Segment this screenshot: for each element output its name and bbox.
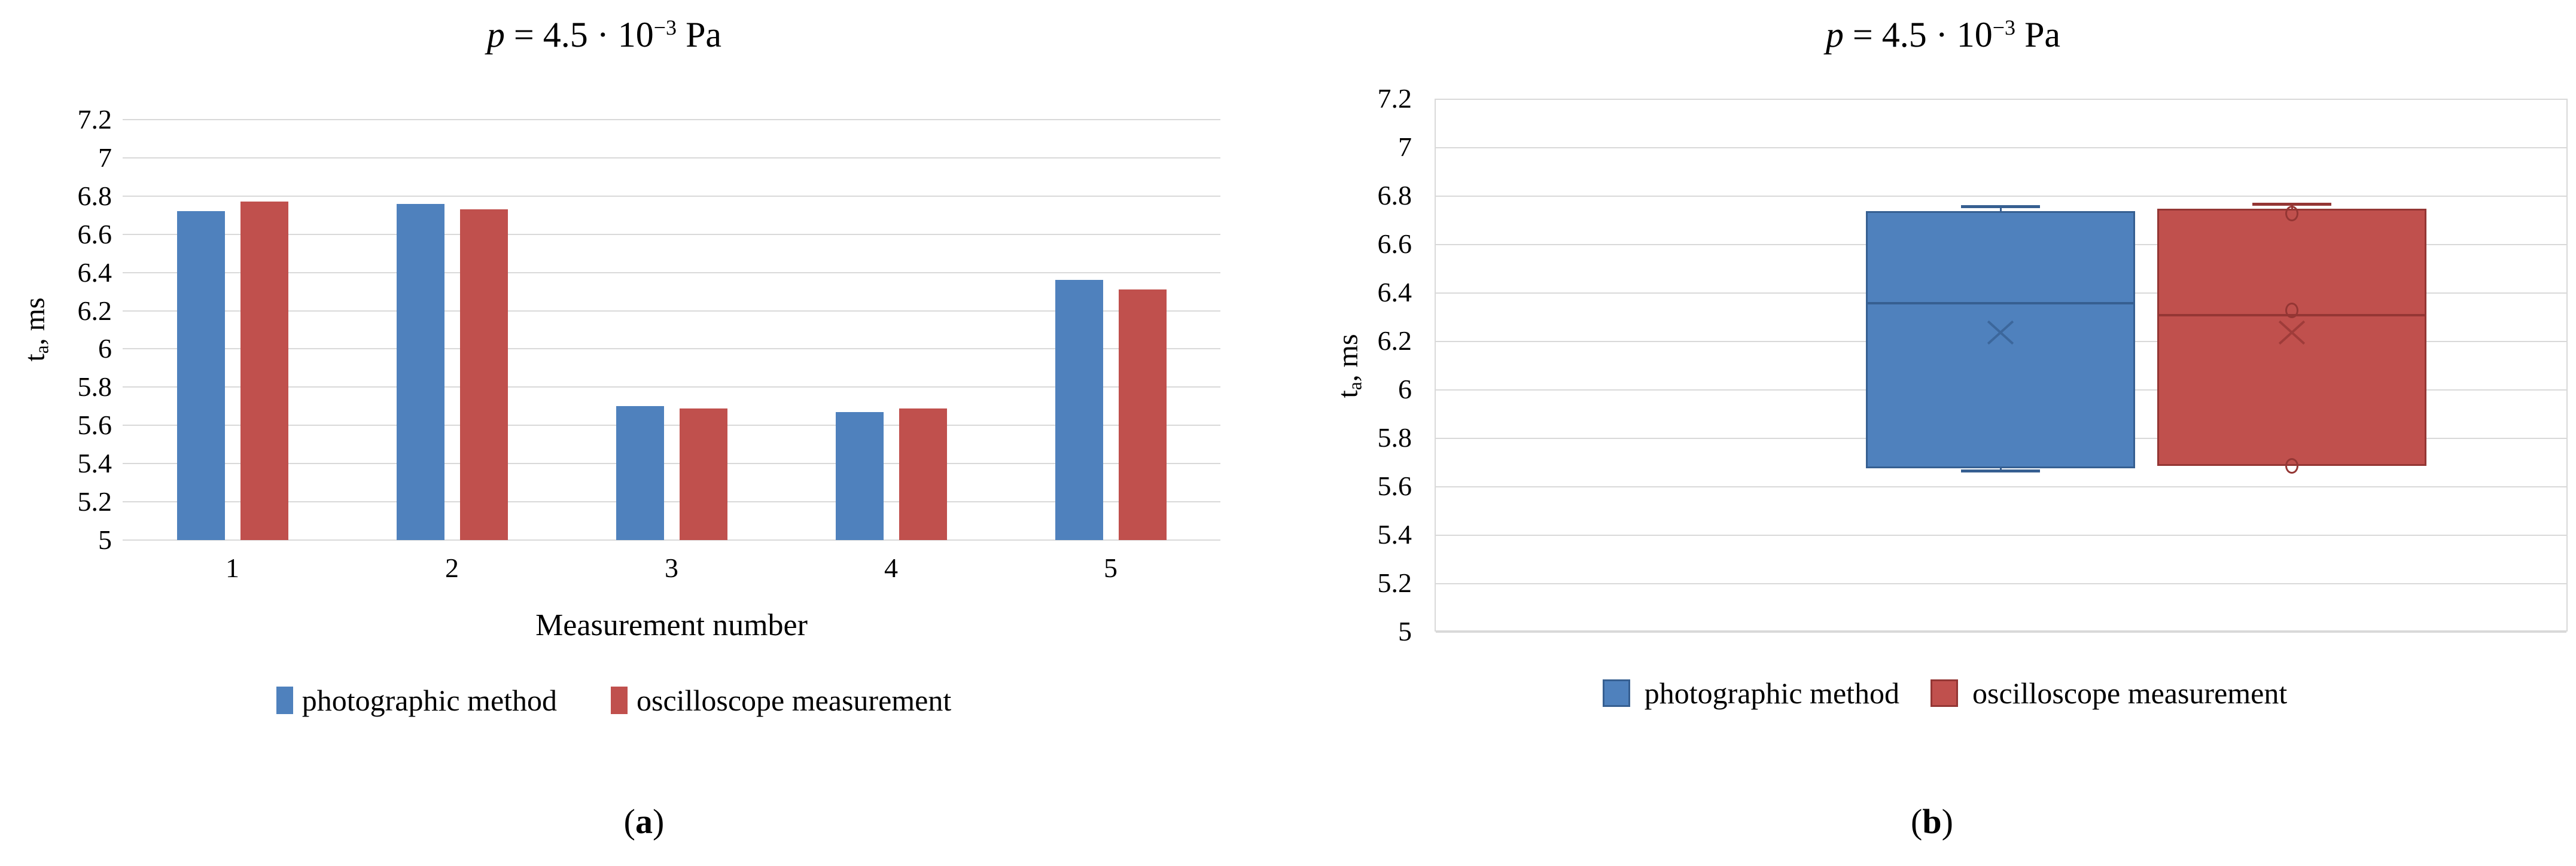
bar [396,203,444,540]
caption-letter: a [635,802,653,841]
caption-paren-open: ( [623,802,635,841]
legend-b: photographic method oscilloscope measure… [1314,678,2576,708]
bar [1055,280,1103,540]
y-axis-title-b: ta, ms [1332,334,1366,398]
legend-swatch-red [1931,679,1959,707]
gridline [123,310,1220,312]
legend-item-photographic: photographic method [276,685,557,715]
whisker-line [1999,468,2002,471]
box [2157,209,2426,466]
legend-item-oscilloscope: oscilloscope measurement [611,685,951,715]
y-axis-title-base: t [1332,390,1364,398]
legend-item-oscilloscope: oscilloscope measurement [1931,678,2287,708]
y-axis-title-a: ta, ms [19,297,53,362]
gridline [1436,632,2566,633]
box-plot-area [1435,99,2568,633]
caption-a: (a) [0,801,1288,841]
gridline [123,463,1220,465]
subfigure-b: p = 4.5 · 10−3 Pa ta, ms 7.2 7 6.8 6.6 6.4 6.… [1288,0,2576,866]
gridline [1436,535,2566,536]
gridline [1436,486,2566,487]
whisker-line [1999,206,2002,212]
data-point-circle [2285,458,2298,474]
gridline [123,501,1220,503]
legend-label: photographic method [302,684,558,717]
legend-item-photographic: photographic method [1602,676,1900,710]
legend-label: oscilloscope measurement [637,684,952,717]
y-axis-title-subscript: a [31,345,53,354]
bar-chart-plot-area [123,119,1220,541]
bar [899,408,947,540]
y-axis-title-unit: , ms [19,297,51,346]
bar [240,202,288,540]
x-axis-tick-label: 5 [1104,553,1118,583]
title-variable: p [1825,15,1844,54]
bar [616,406,664,540]
x-axis-title-a: Measurement number [535,608,808,642]
legend-label: oscilloscope measurement [1972,676,2288,710]
median-line [1866,302,2135,305]
whisker-cap [1961,205,2040,209]
box [1866,211,2135,468]
mean-marker [2278,320,2306,345]
gridline [123,425,1220,426]
gridline [123,348,1220,350]
whisker-cap [1961,469,2040,472]
caption-b: (b) [1288,801,2576,841]
gridline [123,195,1220,197]
legend-a: photographic method oscilloscope measure… [0,685,1228,715]
legend-label: photographic method [1644,676,1900,710]
whisker-cap [2252,203,2331,206]
gridline [123,539,1220,541]
data-point-circle [2285,303,2298,319]
gridline [123,157,1220,158]
bar [835,411,884,540]
title-exponent: −3 [653,16,677,40]
title-unit: Pa [2015,15,2061,54]
gridline [1436,147,2566,148]
x-axis-tick-label: 1 [226,553,239,583]
caption-paren-open: ( [1911,802,1923,841]
mean-marker [1987,320,2014,345]
chart-title-b: p = 4.5 · 10−3 Pa [1312,13,2574,56]
data-point-circle [2285,206,2298,222]
gridline [123,272,1220,273]
gridline [123,386,1220,388]
x-axis-tick-label: 4 [884,553,898,583]
y-axis-title-unit: , ms [1332,334,1364,382]
title-variable: p [486,15,505,54]
caption-paren-close: ) [653,802,665,841]
bar [679,408,727,540]
bar [459,209,508,540]
subfigure-a: p = 4.5 · 10−3 Pa ta, ms 7.2 7 6.8 6.6 6.4 6.… [0,13,1288,841]
title-equation: = 4.5 · 10 [1843,15,1993,54]
gridline [1436,196,2566,197]
bar [176,211,225,540]
title-equation: = 4.5 · 10 [504,15,654,54]
gridline [1436,583,2566,584]
legend-swatch-blue [1602,679,1630,707]
chart-title-a: p = 4.5 · 10−3 Pa [0,13,1208,56]
title-unit: Pa [677,15,722,54]
y-axis-title-subscript: a [1344,382,1366,391]
x-axis-tick-label: 3 [665,553,678,583]
x-axis-tick-label: 2 [445,553,459,583]
gridline [1436,99,2566,100]
legend-swatch-blue [276,687,293,714]
gridline [123,233,1220,235]
gridline [123,119,1220,120]
caption-letter: b [1922,802,1942,841]
caption-paren-close: ) [1941,802,1953,841]
y-axis-title-base: t [19,353,51,362]
bar [1118,289,1167,540]
legend-swatch-red [611,687,628,714]
title-exponent: −3 [1992,16,2016,40]
